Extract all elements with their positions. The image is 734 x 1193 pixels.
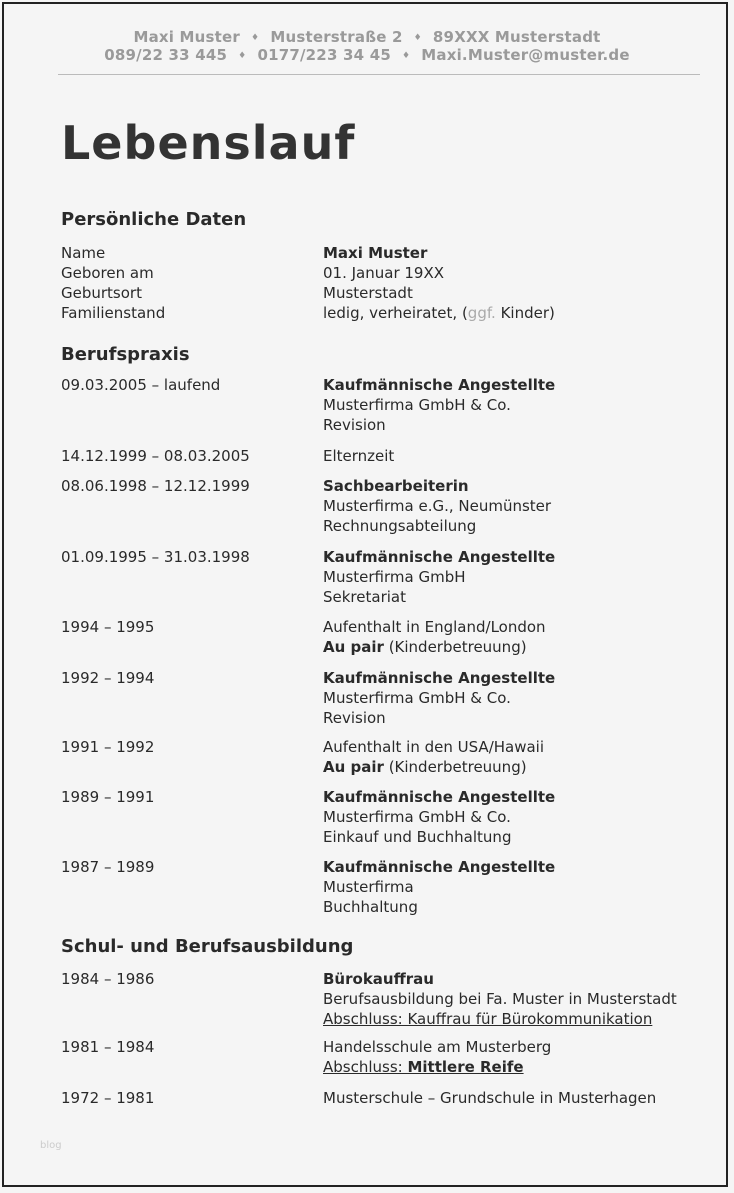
page-title: Lebenslauf — [61, 116, 356, 170]
separator: ♦ — [401, 51, 411, 61]
entry-line: Musterschule – Grundschule in Musterhage… — [323, 1089, 657, 1107]
contact-name: Maxi Muster — [133, 28, 241, 46]
section-heading-career: Berufspraxis — [61, 344, 190, 365]
separator: ♦ — [251, 33, 260, 43]
entry-date: 01.09.1995 – 31.03.1998 — [61, 548, 250, 566]
contact-city: 89XXX Musterstadt — [432, 28, 601, 46]
entry-date: 1989 – 1991 — [61, 788, 155, 806]
entry-date: 1981 – 1984 — [61, 1038, 155, 1056]
label: Geburtsort — [61, 284, 142, 302]
contact-line-2: 089/22 33 445 ♦ 0177/223 34 45 ♦ Maxi.Muster… — [0, 46, 734, 64]
entry-line: Abschluss: Mittlere Reife — [323, 1058, 524, 1076]
entry-line: Buchhaltung — [323, 898, 418, 916]
entry-line: Sekretariat — [323, 588, 406, 606]
section-heading-personal: Persönliche Daten — [61, 209, 247, 230]
separator: ♦ — [413, 33, 422, 43]
contact-street: Musterstraße 2 — [270, 28, 403, 46]
entry-date: 09.03.2005 – laufend — [61, 376, 221, 394]
entry-line: Berufsausbildung bei Fa. Muster in Muste… — [323, 990, 677, 1008]
entry-title: Kaufmännische Angestellte — [323, 376, 556, 394]
watermark: blog — [40, 1140, 62, 1151]
entry-line: Rechnungsabteilung — [323, 517, 477, 535]
header-divider — [58, 74, 700, 75]
entry-line: Au pair (Kinderbetreuung) — [323, 758, 527, 776]
entry-title: Sachbearbeiterin — [323, 477, 469, 495]
entry-line: Handelsschule am Musterberg — [323, 1038, 552, 1056]
entry-title: Kaufmännische Angestellte — [323, 548, 556, 566]
entry-line: Revision — [323, 709, 386, 727]
entry-line: Einkauf und Buchhaltung — [323, 828, 512, 846]
entry-line: Musterfirma GmbH — [323, 568, 466, 586]
label: Name — [61, 244, 106, 262]
label: Geboren am — [61, 264, 154, 282]
entry-line: Au pair (Kinderbetreuung) — [323, 638, 527, 656]
entry-line: Abschluss: Kauffrau für Bürokommunikatio… — [323, 1010, 653, 1028]
entry-date: 1994 – 1995 — [61, 618, 155, 636]
value: Maxi Muster — [323, 244, 428, 262]
separator: ♦ — [238, 51, 247, 61]
entry-title: Kaufmännische Angestellte — [323, 858, 556, 876]
entry-date: 1987 – 1989 — [61, 858, 155, 876]
section-heading-education: Schul- und Berufsausbildung — [61, 936, 354, 957]
label: Familienstand — [61, 304, 166, 322]
entry-line: Musterfirma — [323, 878, 414, 896]
entry-title: Kaufmännische Angestellte — [323, 788, 556, 806]
entry-line: Musterfirma GmbH & Co. — [323, 689, 511, 707]
entry-date: 08.06.1998 – 12.12.1999 — [61, 477, 250, 495]
value: Musterstadt — [323, 284, 413, 302]
entry-line: Revision — [323, 416, 386, 434]
entry-title: Bürokauffrau — [323, 970, 434, 988]
entry-date: 1972 – 1981 — [61, 1089, 155, 1107]
contact-email: Maxi.Muster@muster.de — [421, 46, 630, 64]
entry-title: Kaufmännische Angestellte — [323, 669, 556, 687]
value: ledig, verheiratet, (ggf. Kinder) — [323, 304, 555, 322]
entry-line: Musterfirma GmbH & Co. — [323, 396, 511, 414]
entry-line: Musterfirma GmbH & Co. — [323, 808, 511, 826]
contact-mobile: 0177/223 34 45 — [257, 46, 391, 64]
contact-phone: 089/22 33 445 — [104, 46, 228, 64]
entry-line: Aufenthalt in den USA/Hawaii — [323, 738, 545, 756]
entry-line: Musterfirma e.G., Neumünster — [323, 497, 552, 515]
entry-line: Aufenthalt in England/London — [323, 618, 546, 636]
entry-date: 1992 – 1994 — [61, 669, 155, 687]
entry-line: Elternzeit — [323, 447, 395, 465]
entry-date: 1984 – 1986 — [61, 970, 155, 988]
contact-line-1: Maxi Muster ♦ Musterstraße 2 ♦ 89XXX Musters… — [0, 28, 734, 46]
entry-date: 1991 – 1992 — [61, 738, 155, 756]
entry-date: 14.12.1999 – 08.03.2005 — [61, 447, 250, 465]
value: 01. Januar 19XX — [323, 264, 445, 282]
